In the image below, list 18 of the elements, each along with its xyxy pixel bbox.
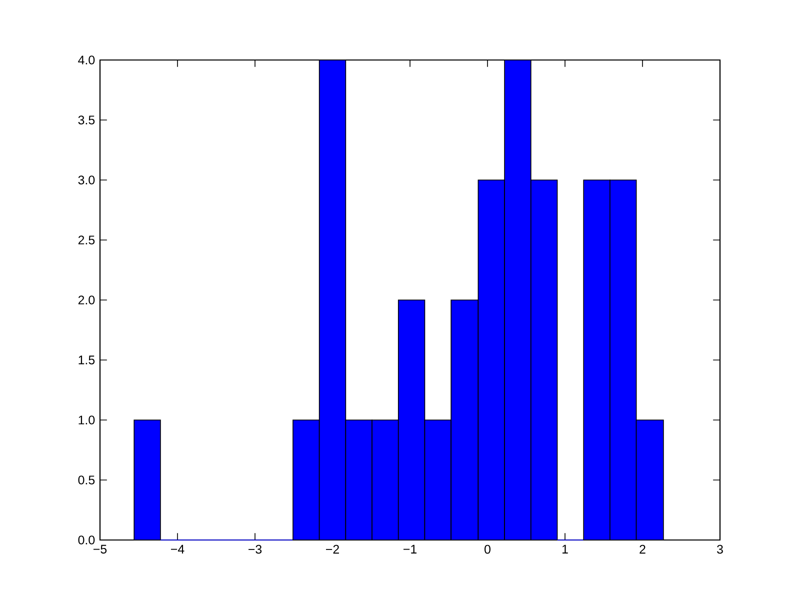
x-tick-label: −1 — [404, 544, 416, 554]
y-tick-label: 2.5 — [78, 236, 95, 244]
x-tick-label: 0 — [484, 544, 490, 554]
y-tick-label: 0.0 — [78, 536, 95, 544]
x-tick-label: −4 — [171, 544, 184, 554]
x-tick-label: −5 — [94, 544, 107, 554]
x-tick-label: −2 — [326, 544, 339, 554]
x-tick-label: 2 — [640, 544, 646, 554]
x-tick-label: 1 — [562, 544, 568, 554]
y-tick-label: 1.5 — [78, 356, 95, 364]
y-tick-label: 1.0 — [78, 416, 95, 424]
y-tick-label: 4.0 — [78, 56, 95, 64]
x-tick-label: −3 — [248, 544, 262, 554]
y-tick-label: 0.5 — [78, 476, 95, 484]
y-tick-label: 3.0 — [78, 176, 95, 184]
y-tick-label: 2.0 — [78, 296, 95, 304]
x-tick-label: 3 — [717, 544, 723, 554]
y-tick-label: 3.5 — [78, 116, 95, 124]
